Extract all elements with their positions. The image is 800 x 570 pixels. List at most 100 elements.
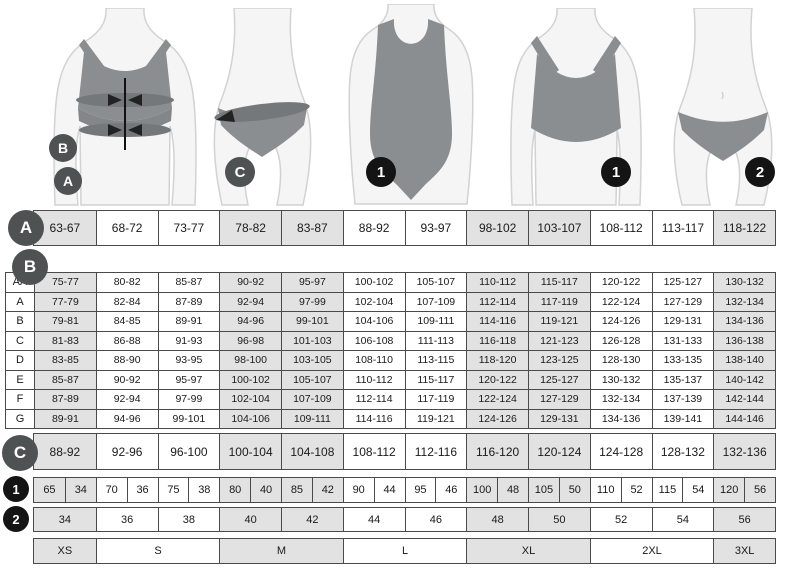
size-cell: 120-124 [528, 434, 590, 469]
size-cell: 132-134 [713, 292, 775, 311]
size-cell: 97-99 [157, 390, 220, 409]
size-cell: 119-121 [404, 409, 467, 428]
size-cell: 42 [311, 478, 343, 502]
size-cell: 133-135 [651, 351, 714, 370]
size-cell: 128-130 [589, 351, 652, 370]
size-cell: 117-119 [528, 292, 590, 311]
size-cell: 3XL [713, 539, 775, 563]
cup-row-label: E [6, 370, 34, 389]
size-cell: 94-96 [219, 312, 281, 331]
size-cell: 127-129 [528, 390, 590, 409]
size-cell: 92-96 [95, 434, 158, 469]
size-cell: 50 [558, 478, 590, 502]
size-cell: 108-112 [589, 211, 652, 245]
size-cell: 54 [651, 508, 714, 531]
size-cell: 91-93 [157, 331, 220, 350]
size-cell: 99-101 [281, 312, 343, 331]
size-cell: 46 [435, 478, 467, 502]
size-cell: 132-134 [589, 390, 652, 409]
size-cell: 110-112 [466, 273, 528, 292]
size-cell: 125-127 [528, 370, 590, 389]
size-cell: 106-108 [342, 331, 405, 350]
size-cell: 73-77 [157, 211, 220, 245]
panty-illustration [673, 8, 773, 206]
size-cell: 96-98 [219, 331, 281, 350]
size-cell: 94-96 [95, 409, 158, 428]
row-1-label-badge: 1 [3, 476, 29, 502]
size-cell: 122-124 [466, 390, 528, 409]
cup-row-label: G [6, 409, 34, 428]
size-cell: 75 [157, 478, 189, 502]
size-cell: 78-82 [219, 211, 281, 245]
row-a-label-badge: A [8, 210, 44, 246]
size-cell: 48 [497, 478, 528, 502]
size-cell: 124-126 [466, 409, 528, 428]
size-cell: 135-137 [651, 370, 714, 389]
size-cell: 107-109 [281, 390, 343, 409]
size-cell: 83-87 [281, 211, 343, 245]
size-cell: 100 [466, 478, 498, 502]
size-cell: 98-102 [466, 211, 528, 245]
size-cell: 139-141 [651, 409, 714, 428]
bra-measurement-illustration [53, 8, 197, 206]
size-cell: 90 [342, 478, 374, 502]
size-cell: 88-92 [34, 434, 96, 469]
size-cell: 95 [404, 478, 436, 502]
size-cell: 65 [34, 478, 65, 502]
size-cell: 80 [219, 478, 251, 502]
size-cell: 40 [250, 478, 281, 502]
size-cell: 82-84 [95, 292, 158, 311]
bodysuit-1-badge: 1 [366, 157, 396, 187]
size-cell: 124-126 [589, 312, 652, 331]
size-cell: 114-116 [466, 312, 528, 331]
size-cell: 34 [34, 508, 96, 531]
panty-2-badge: 2 [745, 157, 775, 187]
size-cell: 93-95 [157, 351, 220, 370]
size-cell: 132-136 [713, 434, 775, 469]
size-cell: 105-107 [281, 370, 343, 389]
size-cell: 38 [188, 478, 220, 502]
size-cell: 88-90 [95, 351, 158, 370]
size-cell: 120-122 [466, 370, 528, 389]
size-cell: 86-88 [95, 331, 158, 350]
cup-row-label: D [6, 351, 34, 370]
size-cell: 68-72 [95, 211, 158, 245]
hip-range-row: 88-92 92-96 96-100 100-104 104-108 108-112 112… [33, 433, 776, 470]
size-cell: 93-97 [404, 211, 467, 245]
size-cell: 137-139 [651, 390, 714, 409]
size-cell: 111-113 [404, 331, 467, 350]
size-cell: 95-97 [281, 273, 343, 292]
size-cell: XS [34, 539, 96, 563]
size-cell: 34 [64, 478, 96, 502]
size-cell: 92-94 [219, 292, 281, 311]
size-cell: 105 [528, 478, 559, 502]
size-cell: 117-119 [404, 390, 467, 409]
size-cell: 136-138 [713, 331, 775, 350]
cup-row-label: C [6, 331, 34, 350]
size-cell: 125-127 [651, 273, 714, 292]
size-cell: 107-109 [404, 292, 467, 311]
cup-row-f: F 87-89 92-94 97-99 102-104 107-109 112-114 117… [6, 389, 775, 409]
size-cell: 113-115 [404, 351, 467, 370]
bra-illustration [510, 8, 642, 206]
size-cell: 56 [713, 508, 775, 531]
measure-point-b-badge: B [49, 134, 77, 162]
size-cell: 130-132 [589, 370, 652, 389]
size-cell: 110-112 [342, 370, 405, 389]
size-cell: 100-104 [219, 434, 281, 469]
size-cell: 40 [219, 508, 281, 531]
size-cell: 44 [342, 508, 405, 531]
size-cell: 79-81 [34, 312, 96, 331]
size-cell: 119-121 [528, 312, 590, 331]
size-cell: 102-104 [219, 390, 281, 409]
size-cell: 99-101 [157, 409, 220, 428]
size-cell: 112-116 [404, 434, 467, 469]
size-cell: 80-82 [95, 273, 158, 292]
cup-row-d: D 83-85 88-90 93-95 98-100 103-105 108-110 113-… [6, 350, 775, 370]
size-cell: 102-104 [342, 292, 405, 311]
size-cell: 97-99 [281, 292, 343, 311]
size-cell: 138-140 [713, 351, 775, 370]
size-cell: 52 [620, 478, 652, 502]
size-cell: 118-122 [713, 211, 775, 245]
